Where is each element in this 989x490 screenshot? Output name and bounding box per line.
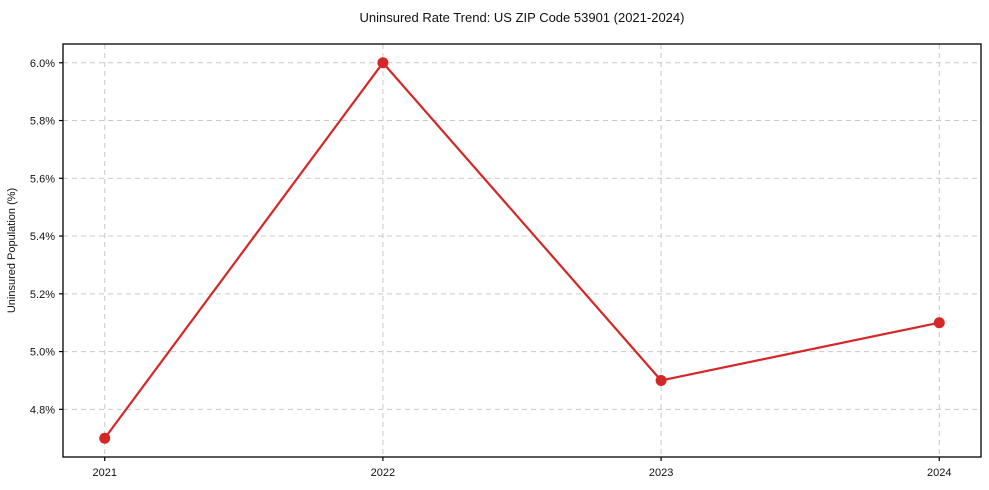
y-tick-label: 4.8% [30,404,55,416]
x-tick-label: 2024 [927,467,951,479]
y-tick-label: 6.0% [30,58,55,70]
y-tick-label: 5.2% [30,289,55,301]
trend-line [103,61,941,440]
x-tick-label: 2022 [371,467,395,479]
y-tick-label: 5.4% [30,231,55,243]
y-tick-label: 5.6% [30,173,55,185]
y-axis-label: Uninsured Population (%) [6,188,18,313]
y-tick-label: 5.8% [30,116,55,128]
chart-title: Uninsured Rate Trend: US ZIP Code 53901 … [360,10,685,25]
axes-layer: 4.8% 5.0% 5.2% 5.4% 5.6% 5.8% 6.0% 2021 2022 2023… [30,43,982,479]
grid-layer [63,44,981,457]
plot-border [62,43,982,458]
y-tick-label: 5.0% [30,347,55,359]
data-point-marker [655,374,667,386]
data-point-marker [99,432,111,444]
x-tick-label: 2021 [92,467,116,479]
x-tick-label: 2023 [649,467,673,479]
series-layer [99,57,945,444]
data-point-marker [933,317,945,329]
data-point-marker [377,57,389,69]
